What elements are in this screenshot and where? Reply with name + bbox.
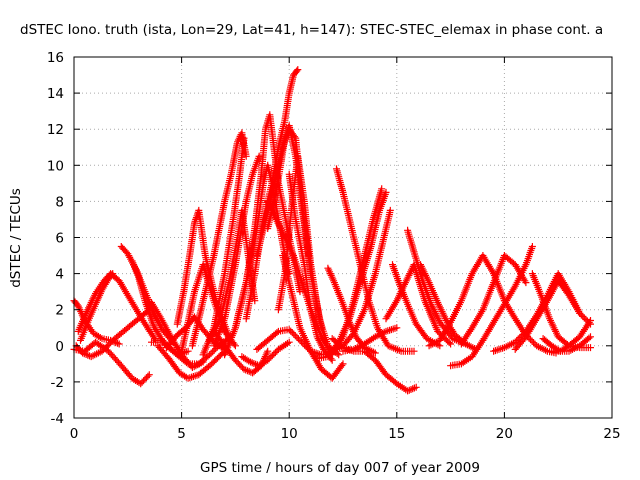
series-markers (528, 270, 594, 350)
y-tick-label: 8 (55, 194, 64, 210)
x-tick-label: 20 (496, 426, 513, 442)
series-markers (339, 324, 401, 355)
y-axis-label: dSTEC / TECUs (8, 188, 24, 288)
series-5 (77, 270, 117, 344)
series-markers (206, 206, 259, 344)
series-36 (339, 324, 401, 355)
series-markers (324, 264, 379, 357)
axis-ticks: 0 5 10 15 20 25 -4 -2 0 2 4 6 8 10 12 14 16 (47, 50, 621, 442)
series-markers (154, 342, 229, 382)
x-axis-label: GPS time / hours of day 007 of year 2009 (200, 460, 480, 476)
chart-title: dSTEC Iono. truth (ista, Lon=29, Lat=41,… (20, 22, 603, 38)
x-tick-label: 15 (388, 426, 405, 442)
series-43 (457, 252, 530, 348)
series-27 (253, 326, 315, 355)
series-markers (253, 326, 315, 355)
x-tick-label: 0 (70, 426, 79, 442)
series-markers (210, 327, 272, 377)
series-markers (457, 252, 530, 348)
series-34 (324, 264, 379, 357)
series-9 (154, 342, 229, 382)
series-markers (548, 342, 594, 355)
series-49 (548, 342, 594, 355)
series-markers (238, 338, 293, 370)
series-markers (425, 252, 508, 350)
y-tick-label: -4 (51, 411, 64, 427)
series-47 (528, 270, 594, 350)
series-markers (333, 165, 418, 355)
series-46 (511, 277, 594, 353)
y-tick-label: -2 (51, 375, 64, 391)
series-41 (425, 252, 508, 350)
series-markers (285, 170, 336, 364)
series-33 (333, 165, 418, 355)
series-25 (285, 170, 336, 364)
y-tick-label: 12 (47, 122, 64, 138)
series-markers (77, 270, 117, 344)
y-tick-label: 2 (55, 303, 64, 319)
series-29 (238, 338, 293, 370)
data-markers (70, 66, 594, 395)
series-markers (404, 226, 470, 348)
x-tick-label: 5 (177, 426, 186, 442)
series-markers (389, 261, 444, 350)
series-38 (389, 261, 444, 350)
series-17 (206, 206, 259, 344)
y-tick-label: 16 (47, 50, 64, 66)
x-tick-label: 25 (603, 426, 620, 442)
series-39 (404, 226, 470, 348)
y-tick-label: 0 (55, 339, 64, 355)
series-markers (188, 129, 250, 350)
series-14 (188, 129, 250, 350)
series-markers (511, 277, 594, 353)
y-tick-label: 10 (47, 158, 64, 174)
x-tick-label: 10 (281, 426, 298, 442)
y-tick-label: 6 (55, 231, 64, 247)
series-28 (210, 327, 272, 377)
y-tick-label: 4 (55, 267, 64, 283)
y-tick-label: 14 (47, 86, 64, 102)
